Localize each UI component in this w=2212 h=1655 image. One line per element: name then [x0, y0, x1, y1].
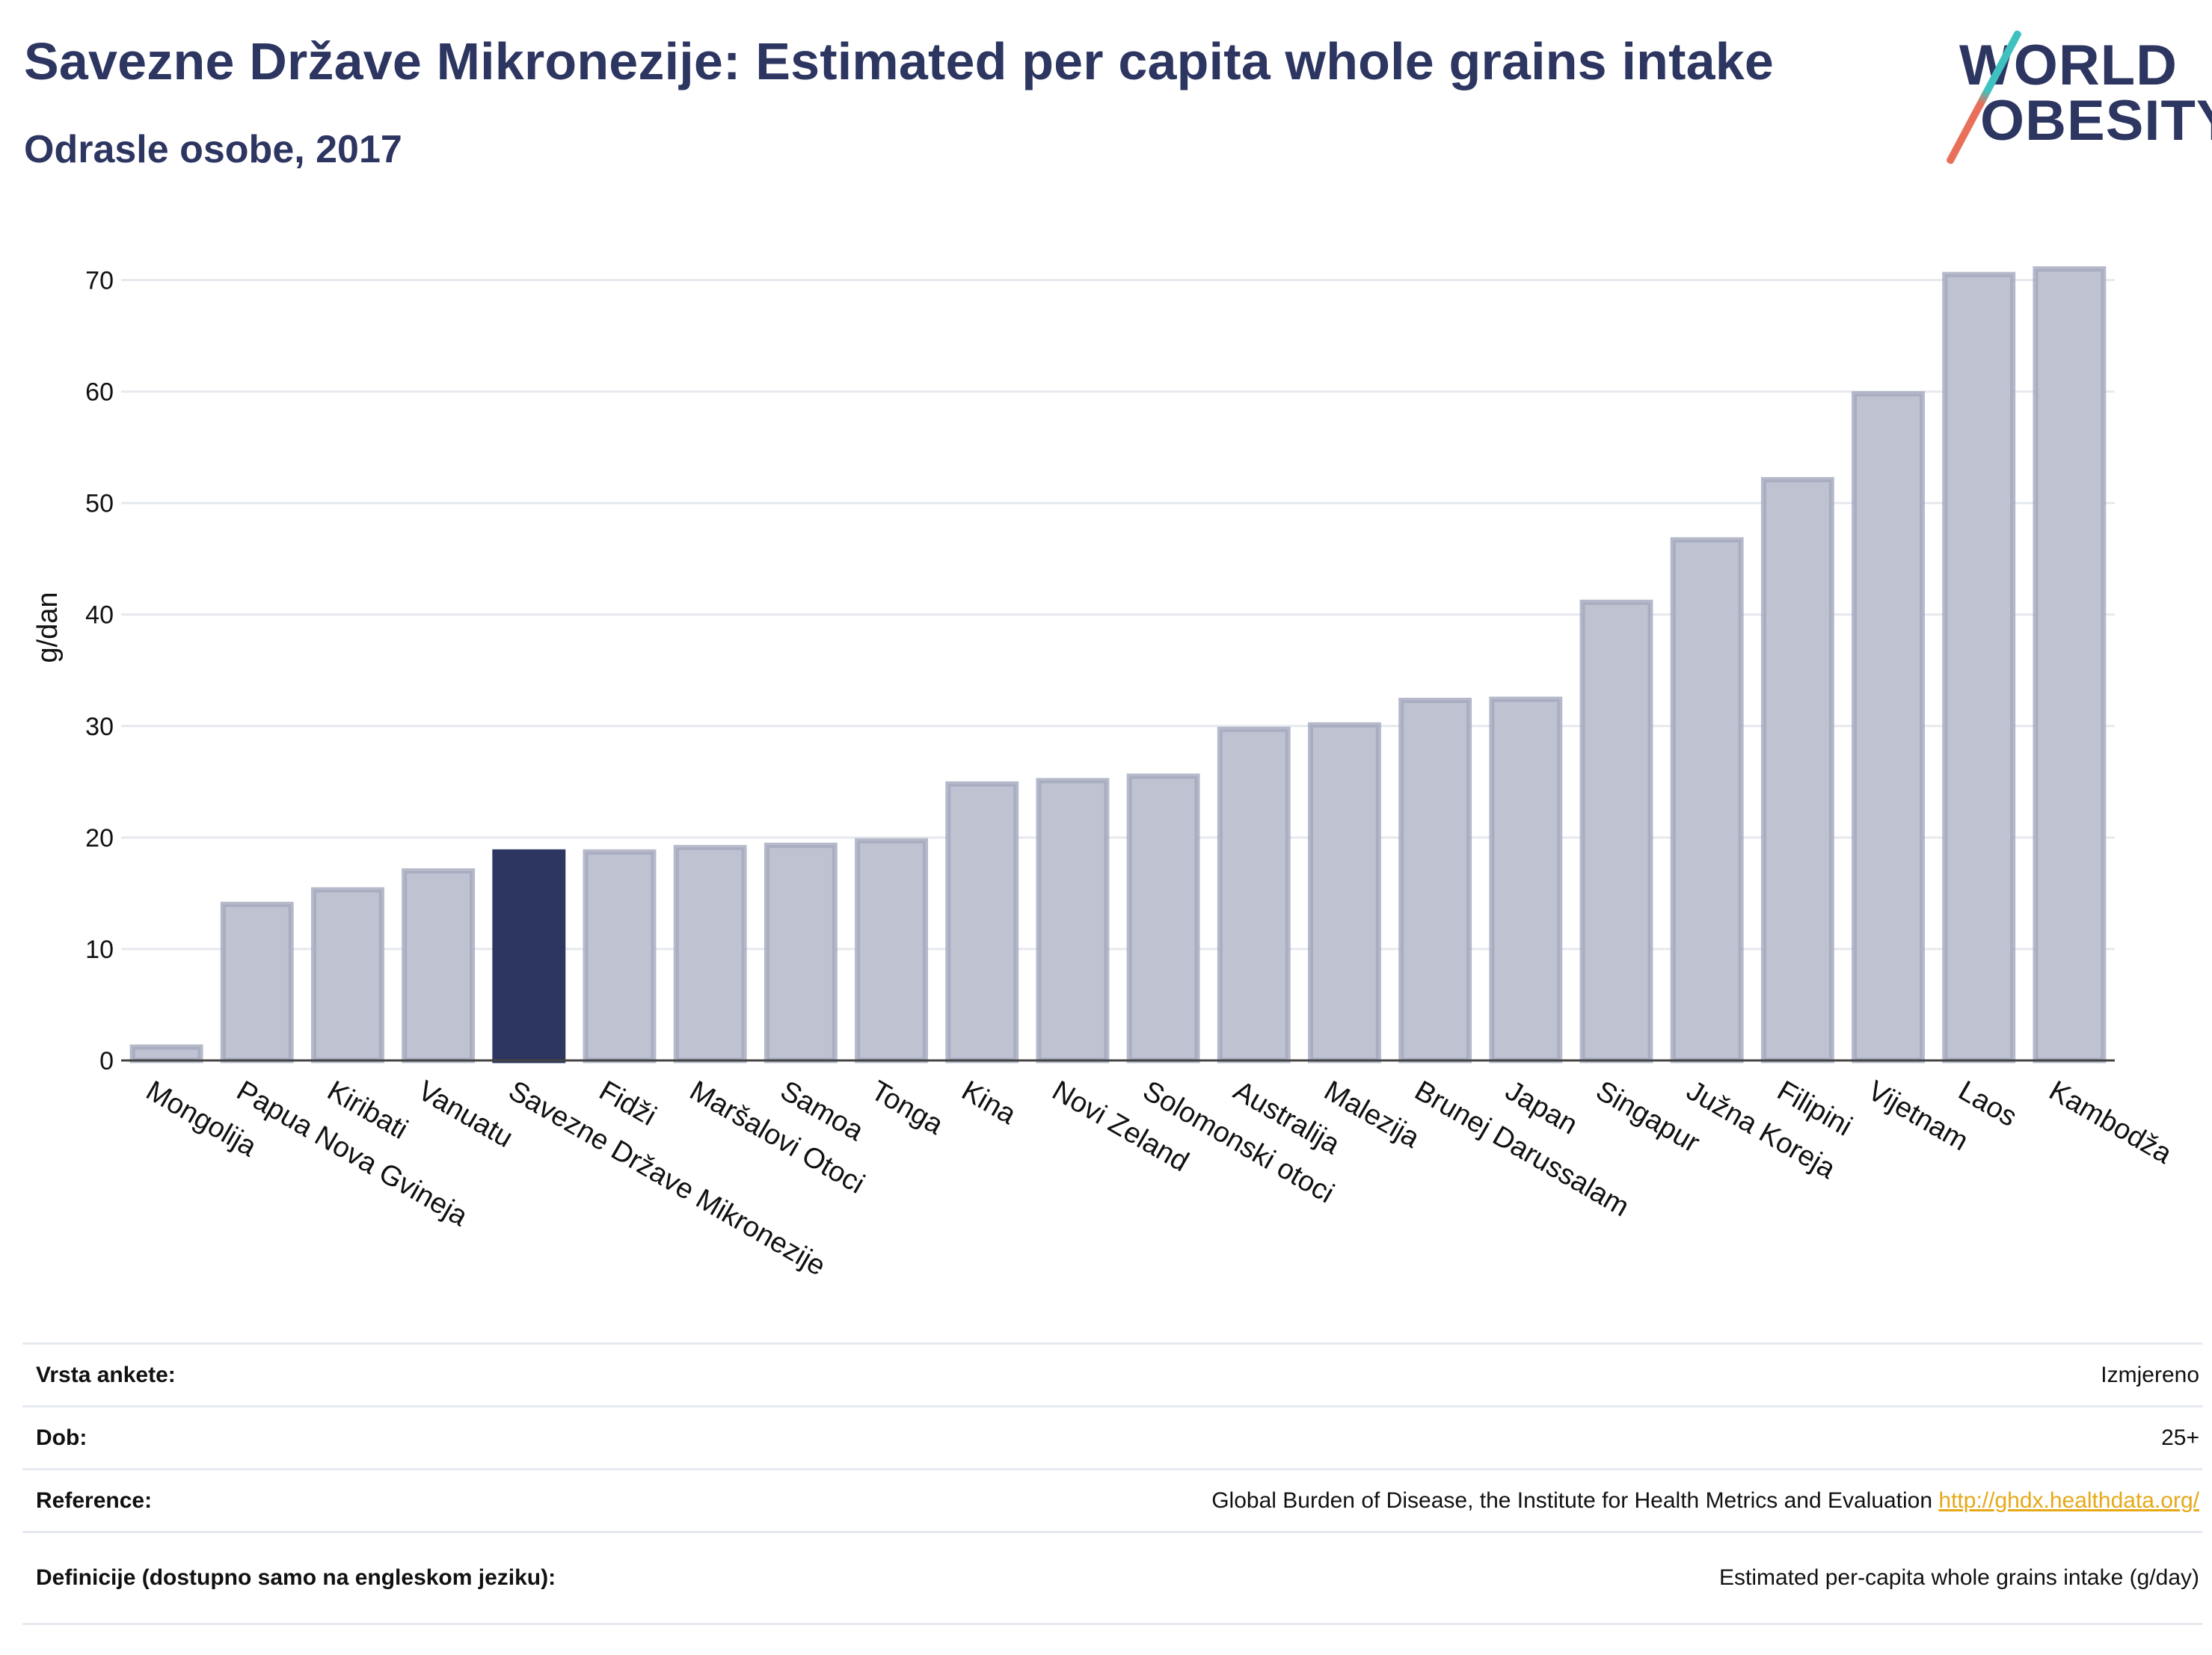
bar-savezne-dr-ave-mikronezije[interactable]	[492, 849, 566, 1063]
bar-singapur[interactable]	[1579, 599, 1653, 1063]
bar-japan[interactable]	[1489, 696, 1563, 1063]
metadata-row: Reference: Global Burden of Disease, the …	[22, 1468, 2202, 1531]
y-tick-label: 40	[85, 601, 114, 630]
bar-mar-alovi-otoci[interactable]	[673, 844, 747, 1063]
reference-link[interactable]: http://ghdx.healthdata.org/	[1938, 1487, 2199, 1513]
chart-subtitle: Odrasle osobe, 2017	[24, 128, 402, 171]
metadata-value: Estimated per-capita whole grains intake…	[1719, 1565, 2199, 1591]
bar-papua-nova-gvineja[interactable]	[220, 901, 294, 1063]
y-tick-label: 0	[99, 1047, 114, 1075]
metadata-value-text: 25+	[2161, 1425, 2199, 1450]
bar-australija[interactable]	[1217, 726, 1291, 1063]
bar-malezija[interactable]	[1308, 722, 1381, 1063]
bar-kambod-a[interactable]	[2033, 266, 2107, 1063]
metadata-key: Reference:	[36, 1487, 153, 1513]
bar-fid-i[interactable]	[583, 849, 657, 1063]
y-axis-title: g/dan	[32, 592, 64, 663]
x-tick-label: Kina	[956, 1075, 1022, 1131]
bar-solomonski-otoci[interactable]	[1126, 773, 1200, 1063]
y-tick-label: 20	[85, 824, 114, 853]
bar-mongolija[interactable]	[129, 1044, 203, 1063]
y-axis-ticks: 0 10 20 30 40 50 60 70	[85, 267, 114, 1075]
bar-tonga[interactable]	[855, 838, 928, 1063]
metadata-key: Definicije (dostupno samo na engleskom j…	[36, 1565, 556, 1590]
metadata-row: Dob: 25+	[22, 1405, 2202, 1468]
bar-novi-zeland[interactable]	[1036, 778, 1110, 1063]
y-tick-label: 70	[85, 267, 114, 295]
metadata-value: Global Burden of Disease, the Institute …	[1211, 1488, 2199, 1514]
y-tick-label: 60	[85, 378, 114, 407]
bar-samoa[interactable]	[764, 842, 838, 1063]
bar-vanuatu[interactable]	[402, 868, 476, 1063]
x-tick-label: Tonga	[866, 1075, 949, 1141]
metadata-value-text: Estimated per-capita whole grains intake…	[1719, 1565, 2199, 1590]
bar-laos[interactable]	[1942, 271, 2016, 1063]
world-obesity-logo[interactable]: WORLD OBESITY	[1945, 22, 2212, 165]
x-tick-label: Savezne Države Mikronezije	[503, 1075, 831, 1282]
bar-ju-na-koreja[interactable]	[1670, 537, 1744, 1063]
metadata-row: Definicije (dostupno samo na engleskom j…	[22, 1531, 2202, 1625]
x-tick-label: Singapur	[1591, 1075, 1705, 1159]
metadata-value: Izmjereno	[2101, 1363, 2199, 1388]
bar-kina[interactable]	[945, 781, 1019, 1063]
metadata-value-text: Global Burden of Disease, the Institute …	[1211, 1487, 1933, 1513]
metadata-value: 25+	[2161, 1425, 2199, 1451]
x-tick-label: Kambodža	[2044, 1075, 2178, 1170]
x-tick-label: Vanuatu	[413, 1075, 518, 1154]
metadata-row: Vrsta ankete: Izmjereno	[22, 1342, 2202, 1405]
chart-title: Savezne Države Mikronezije: Estimated pe…	[24, 32, 1774, 90]
bar-brunej-darussalam[interactable]	[1398, 698, 1472, 1063]
bars	[129, 266, 2107, 1063]
bar-vijetnam[interactable]	[1852, 391, 1925, 1063]
metadata-key: Vrsta ankete:	[36, 1362, 176, 1387]
bar-kiribati[interactable]	[311, 887, 384, 1063]
x-tick-label: Vijetnam	[1863, 1075, 1973, 1157]
metadata-value-text: Izmjereno	[2101, 1362, 2199, 1387]
bar-filipini[interactable]	[1760, 476, 1834, 1063]
metadata-key: Dob:	[36, 1425, 87, 1450]
y-tick-label: 30	[85, 713, 114, 741]
y-tick-label: 50	[85, 490, 114, 518]
metadata-table: Vrsta ankete: Izmjereno Dob: 25+ Reference: G…	[22, 1342, 2202, 1625]
logo-word-2: OBESITY	[1980, 89, 2212, 153]
y-tick-label: 10	[85, 936, 114, 964]
